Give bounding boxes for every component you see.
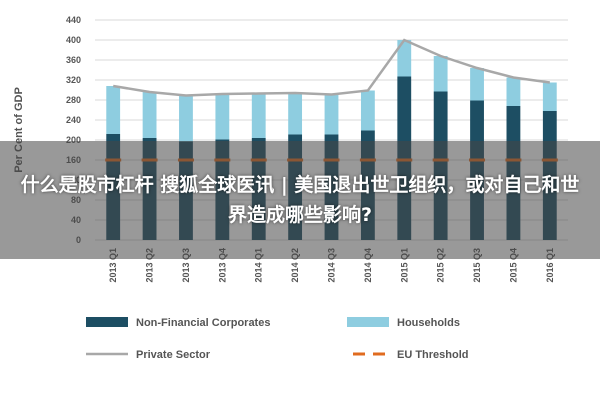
- y-tick-label: 200: [66, 135, 81, 145]
- legend: Non-Financial Corporates Households Privat…: [86, 317, 469, 361]
- legend-label: Private Sector: [136, 349, 211, 361]
- y-tick-label: 360: [66, 55, 81, 65]
- legend-swatch: [347, 317, 389, 327]
- x-tick-label: 2015 Q4: [508, 248, 518, 283]
- legend-label: Non-Financial Corporates: [136, 317, 270, 329]
- x-tick-label: 2015 Q2: [436, 248, 446, 283]
- bar: [179, 95, 193, 142]
- x-tick-label: 2014 Q1: [254, 248, 264, 283]
- y-tick-label: 280: [66, 95, 81, 105]
- bar: [142, 92, 157, 138]
- x-tick-label: 2013 Q1: [108, 248, 118, 283]
- bar: [433, 56, 448, 92]
- series-line: [112, 38, 550, 97]
- x-tick-label: 2013 Q2: [145, 248, 155, 283]
- bar: [542, 82, 557, 111]
- banner-title: 什么是股市杠杆 搜狐全球医讯 | 美国退出世卫组织，或对自己和世界造成哪些影响?: [20, 174, 580, 226]
- legend-label: EU Threshold: [397, 349, 469, 361]
- x-tick-label: 2014 Q3: [327, 248, 337, 283]
- x-tick-label: 2014 Q2: [290, 248, 300, 283]
- bar: [397, 40, 412, 77]
- title-banner: 什么是股市杠杆 搜狐全球医讯 | 美国退出世卫组织，或对自己和世界造成哪些影响?: [0, 141, 600, 259]
- legend-swatch: [86, 317, 128, 327]
- bar: [215, 94, 230, 140]
- x-tick-label: 2013 Q3: [181, 248, 191, 283]
- x-tick-label: 2016 Q1: [545, 248, 555, 283]
- bar: [251, 93, 266, 138]
- bar: [106, 86, 121, 134]
- y-tick-label: 440: [66, 15, 81, 25]
- bar: [288, 93, 303, 135]
- x-tick-label: 2015 Q1: [399, 248, 409, 283]
- bar: [506, 77, 521, 106]
- bar: [360, 90, 375, 131]
- y-tick-label: 400: [66, 35, 81, 45]
- legend-label: Households: [397, 317, 460, 329]
- x-tick-label: 2015 Q3: [472, 248, 482, 283]
- x-axis-ticks: 2013 Q1 2013 Q2 2013 Q3 2013 Q4 2014 Q1 2014 …: [108, 248, 555, 283]
- y-tick-label: 320: [66, 75, 81, 85]
- bar: [324, 94, 339, 135]
- x-tick-label: 2014 Q4: [363, 248, 373, 283]
- bar: [470, 68, 484, 101]
- x-tick-label: 2013 Q4: [217, 248, 227, 283]
- y-tick-label: 240: [66, 115, 81, 125]
